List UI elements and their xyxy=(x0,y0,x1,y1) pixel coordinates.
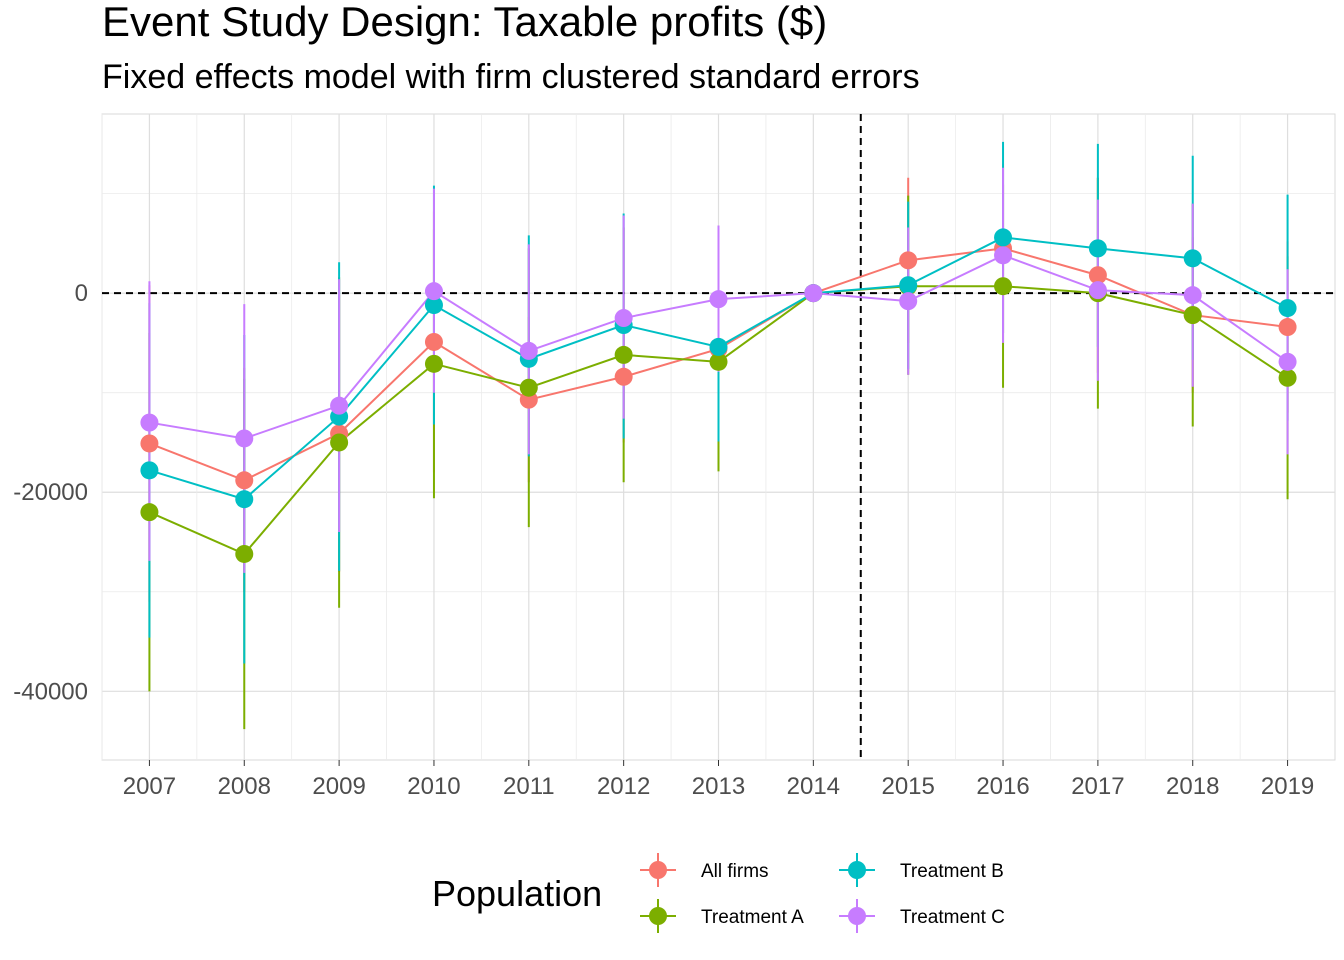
data-point xyxy=(235,471,254,490)
legend-label: All firms xyxy=(701,861,769,882)
legend-key-point xyxy=(649,861,667,879)
data-point xyxy=(614,309,633,328)
legend-key-point xyxy=(848,907,866,925)
x-tick-label: 2008 xyxy=(218,773,271,800)
data-point xyxy=(709,290,728,309)
x-tick-label: 2011 xyxy=(503,773,555,800)
data-point xyxy=(899,292,918,311)
x-tick-label: 2019 xyxy=(1261,773,1314,800)
data-point xyxy=(899,276,918,295)
y-tick-label: -20000 xyxy=(13,479,88,506)
data-point xyxy=(330,396,349,415)
data-point xyxy=(519,378,538,397)
data-point xyxy=(140,413,159,432)
chart-subtitle: Fixed effects model with firm clustered … xyxy=(102,58,920,96)
data-point xyxy=(235,490,254,509)
x-tick-label: 2009 xyxy=(312,773,365,800)
chart-title: Event Study Design: Taxable profits ($) xyxy=(102,0,828,45)
x-tick-label: 2012 xyxy=(597,773,650,800)
data-point xyxy=(235,429,254,448)
legend-label: Treatment A xyxy=(701,907,804,928)
legend-key-point xyxy=(649,907,667,925)
data-point xyxy=(1183,249,1202,268)
legend-title: Population xyxy=(432,873,602,914)
data-point xyxy=(1278,299,1297,318)
data-point xyxy=(235,544,254,563)
data-point xyxy=(1088,281,1107,300)
data-point xyxy=(614,345,633,364)
y-tick-label: -40000 xyxy=(13,678,88,705)
data-point xyxy=(994,277,1013,296)
data-point xyxy=(804,284,823,303)
x-tick-label: 2007 xyxy=(123,773,176,800)
x-tick-label: 2016 xyxy=(976,773,1029,800)
data-point xyxy=(1278,352,1297,371)
data-point xyxy=(140,503,159,522)
data-point xyxy=(140,434,159,453)
data-point xyxy=(994,228,1013,247)
data-point xyxy=(424,296,443,315)
x-tick-label: 2010 xyxy=(407,773,460,800)
data-point xyxy=(1088,266,1107,285)
data-point xyxy=(1278,368,1297,387)
data-point xyxy=(709,352,728,371)
data-point xyxy=(994,246,1013,265)
x-tick-label: 2014 xyxy=(787,773,840,800)
y-tick-label: 0 xyxy=(75,280,88,307)
data-point xyxy=(614,367,633,386)
data-point xyxy=(1183,306,1202,325)
data-point xyxy=(424,282,443,301)
x-tick-label: 2015 xyxy=(881,773,934,800)
data-point xyxy=(330,433,349,452)
data-point xyxy=(709,337,728,356)
legend-label: Treatment C xyxy=(900,907,1005,928)
data-point xyxy=(1183,286,1202,305)
legend-key-point xyxy=(848,861,866,879)
x-tick-label: 2018 xyxy=(1166,773,1219,800)
x-tick-label: 2013 xyxy=(692,773,745,800)
legend: Population All firms Treatment A Treatment… xyxy=(432,853,1005,933)
data-point xyxy=(519,341,538,360)
data-point xyxy=(1088,239,1107,258)
data-point xyxy=(1278,318,1297,337)
data-point xyxy=(140,461,159,480)
axes: 2007 2008 2009 2010 2011 2012 2013 2014 2015 2016… xyxy=(13,280,1314,800)
x-tick-label: 2017 xyxy=(1071,773,1124,800)
data-point xyxy=(899,251,918,270)
data-point xyxy=(424,332,443,351)
legend-label: Treatment B xyxy=(900,861,1004,882)
series-points xyxy=(140,228,1297,563)
data-point xyxy=(424,354,443,373)
